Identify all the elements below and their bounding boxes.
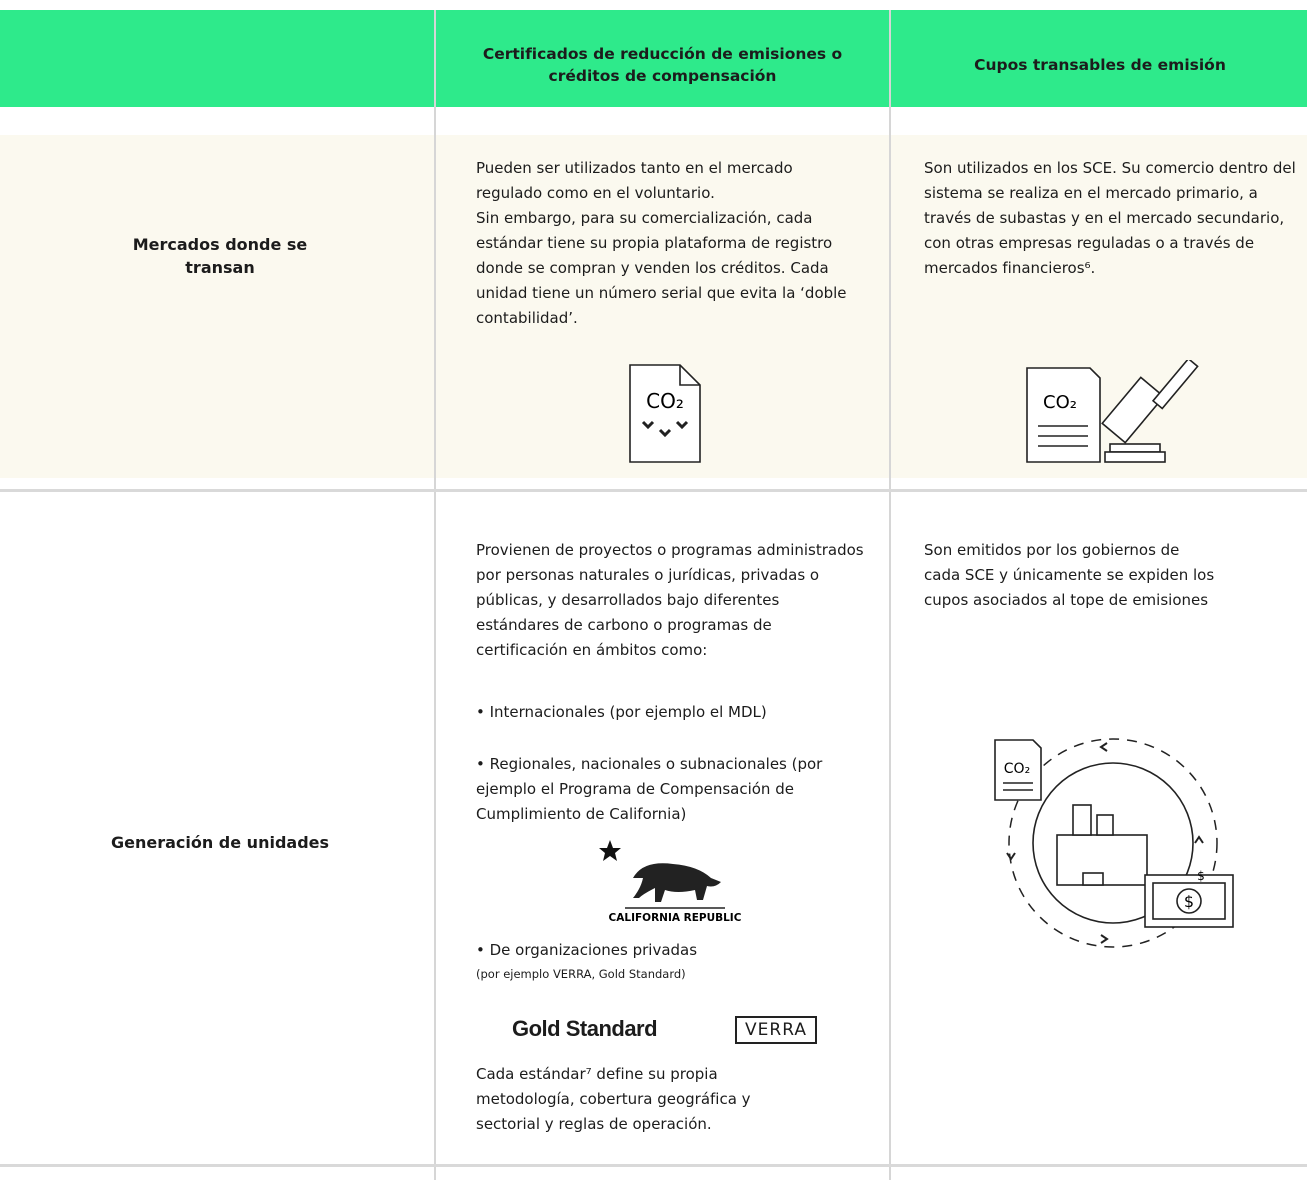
icon-text: CO₂ xyxy=(1004,761,1030,777)
california-flag-logo: CALIFORNIA REPUBLIC xyxy=(599,840,742,924)
logo-text: CALIFORNIA REPUBLIC xyxy=(609,912,742,924)
column-header: Cupos transables de emisión xyxy=(974,56,1226,74)
row-divider xyxy=(0,489,1307,492)
row-label: Generación de unidades xyxy=(110,833,330,852)
column-divider xyxy=(434,10,436,1180)
bullet: • Regionales, nacionales o subnacionales… xyxy=(476,755,823,823)
auction-icon: CO₂ xyxy=(1026,360,1199,463)
row-label: Mercados donde se transan xyxy=(132,235,308,277)
cell-text: Son utilizados en los SCE. Su comercio d… xyxy=(924,156,1306,281)
paragraph: Sin embargo, para su comercialización, c… xyxy=(476,209,847,327)
icon-text: CO₂ xyxy=(646,389,684,413)
row-divider xyxy=(0,1164,1307,1167)
certificate-icon: CO₂ xyxy=(629,364,701,463)
cell-text: Son emitidos por los gobiernos de cada S… xyxy=(924,538,1219,613)
paragraph: Son utilizados en los SCE. Su comercio d… xyxy=(924,159,1296,277)
icon-text: $ xyxy=(1197,869,1205,883)
paragraph: Son emitidos por los gobiernos de cada S… xyxy=(924,541,1215,609)
icon-text: CO₂ xyxy=(1043,392,1077,413)
paragraph: Pueden ser utilizados tanto en el mercad… xyxy=(476,159,793,202)
column-divider xyxy=(889,10,891,1180)
logo: Gold Standard xyxy=(512,1016,658,1041)
header-bar xyxy=(0,10,1307,107)
cell-text: Cada estándar⁷ define su propia metodolo… xyxy=(476,1065,751,1133)
icon-text: $ xyxy=(1184,892,1194,911)
bullet: • Internacionales (por ejemplo el MDL) xyxy=(476,703,767,721)
column-header: Certificados de reducción de emisiones o… xyxy=(482,45,843,85)
cycle-icon: CO₂ $ $ xyxy=(994,738,1234,948)
note: (por ejemplo VERRA, Gold Standard) xyxy=(476,967,686,981)
cell-text: Pueden ser utilizados tanto en el mercad… xyxy=(476,156,861,331)
logo: VERRA xyxy=(735,1016,817,1044)
cell-text: Provienen de proyectos o programas admin… xyxy=(476,541,864,659)
bullet: • De organizaciones privadas xyxy=(476,941,698,959)
